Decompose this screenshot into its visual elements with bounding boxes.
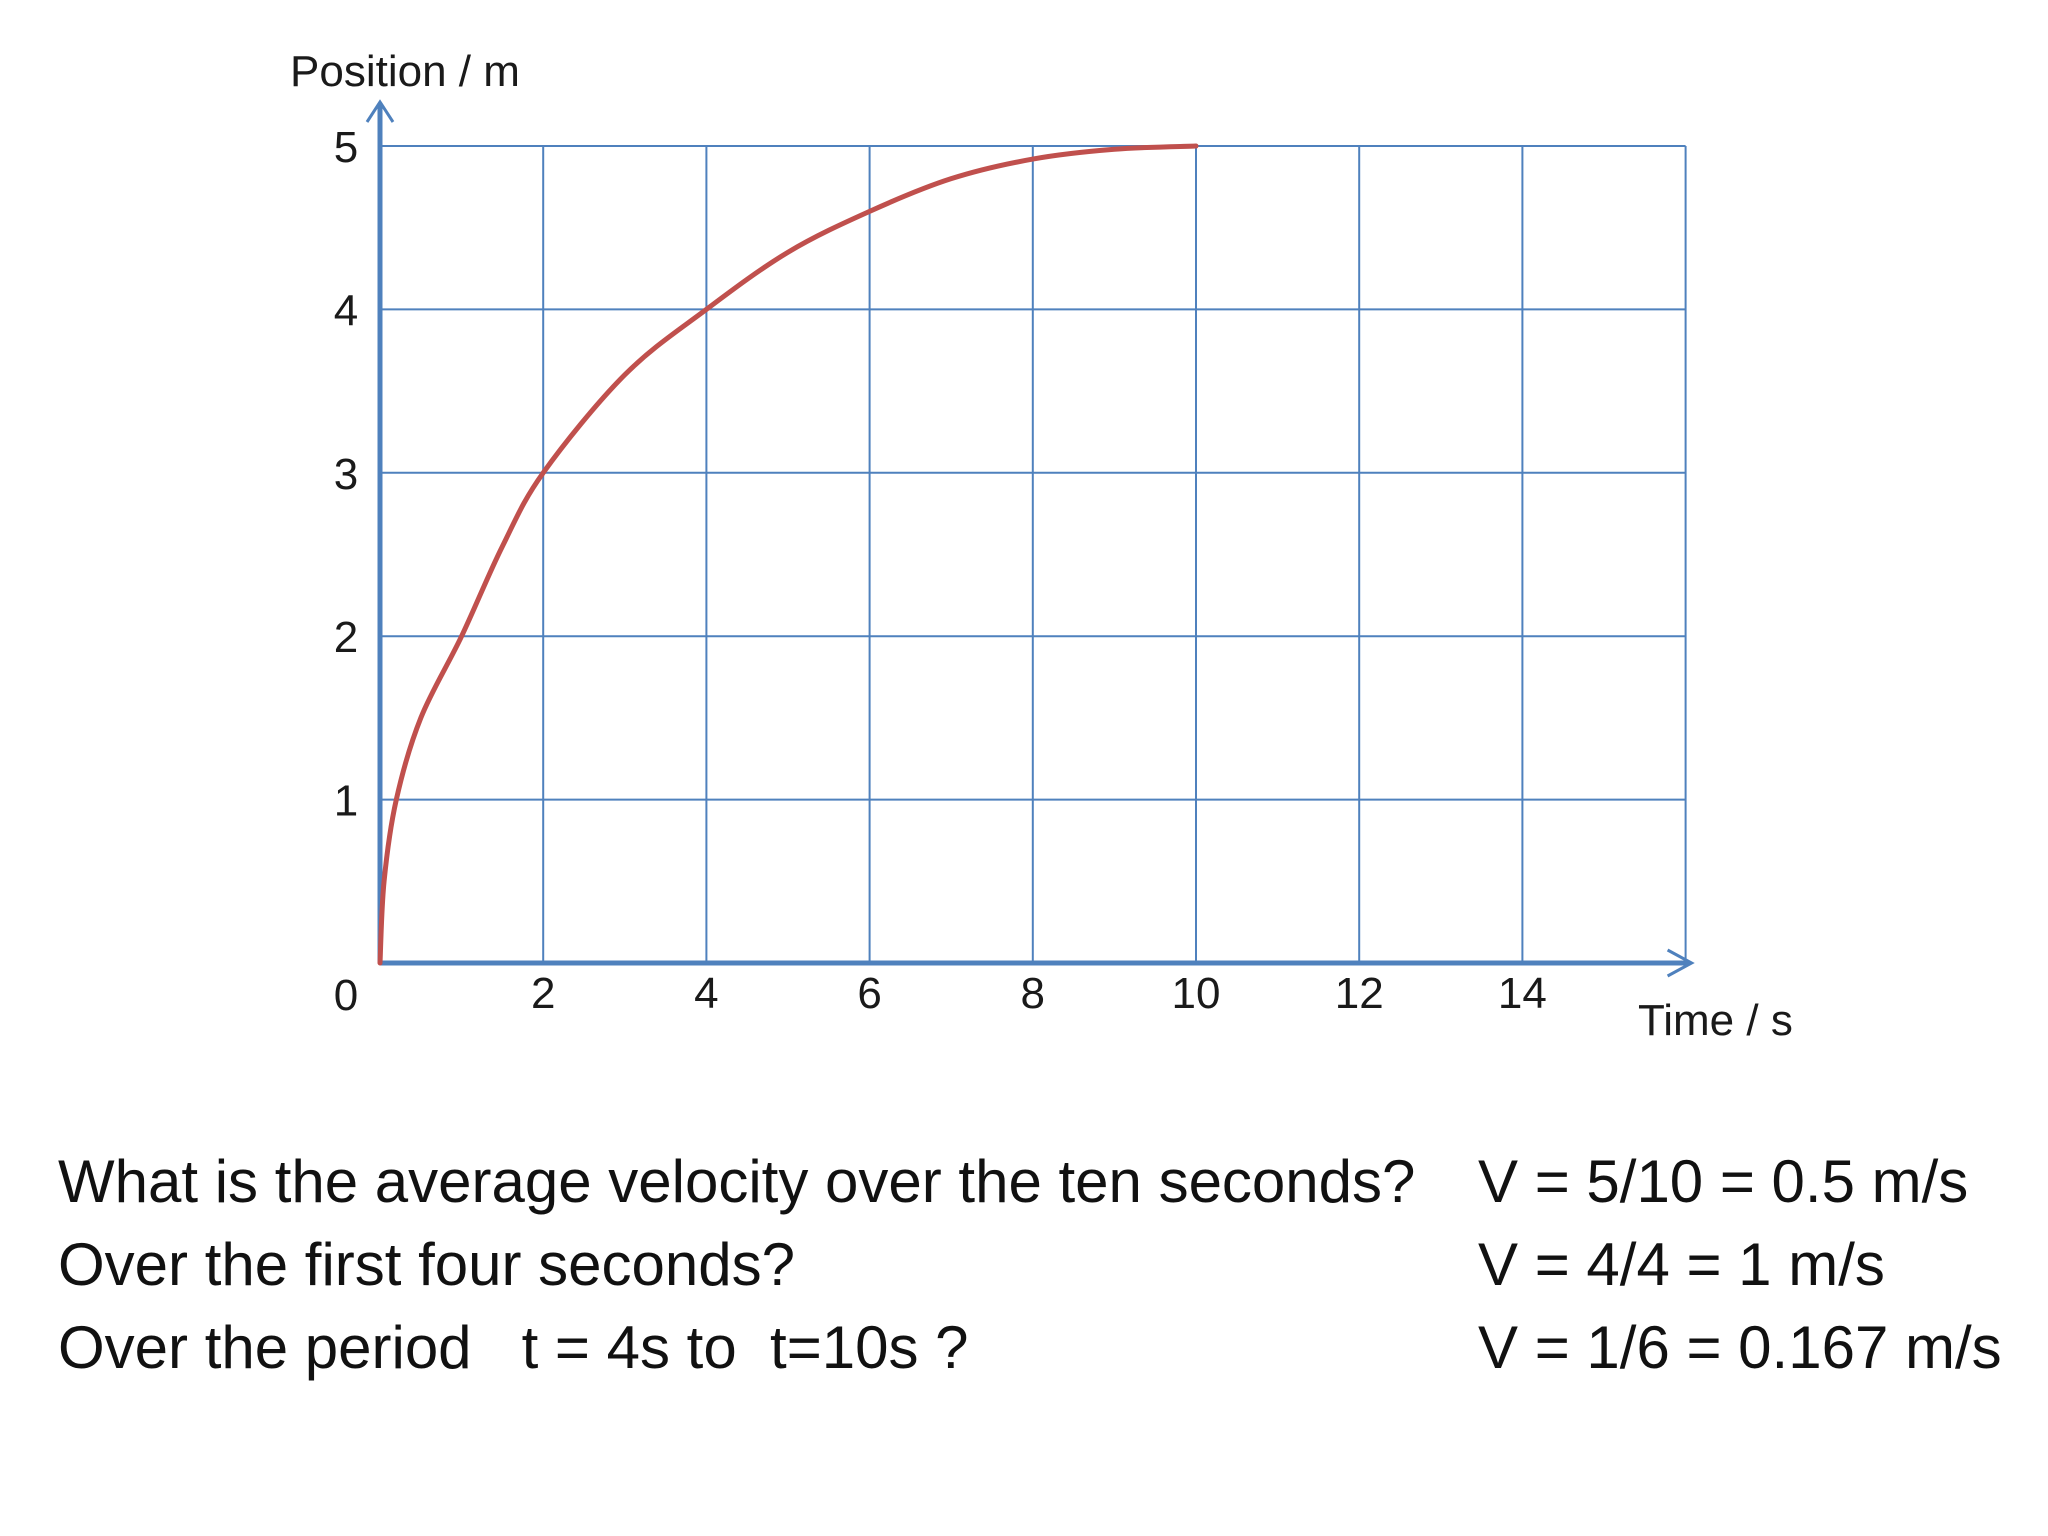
- x-tick-label: 8: [1021, 969, 1045, 1018]
- qa-row-2: Over the first four seconds? V = 4/4 = 1…: [58, 1225, 2018, 1308]
- axis-labels: Position / m Time / s: [290, 47, 1793, 1045]
- axes: [365, 99, 1695, 978]
- x-tick-label: 6: [857, 969, 881, 1018]
- question-text: Over the period t = 4s to t=10s ?: [58, 1314, 969, 1381]
- y-tick-label: 5: [334, 123, 358, 172]
- x-axis-arrowhead: [1666, 948, 1695, 978]
- question-list: What is the average velocity over the te…: [58, 1142, 2018, 1391]
- x-axis-label: Time / s: [1638, 996, 1793, 1045]
- question-text: What is the average velocity over the te…: [58, 1148, 1416, 1215]
- qa-row-3: Over the period t = 4s to t=10s ? V = 1/…: [58, 1308, 2018, 1391]
- x-tick-label: 2: [531, 969, 555, 1018]
- y-axis-arrowhead: [365, 99, 395, 123]
- y-tick-label: 3: [334, 450, 358, 499]
- y-axis-label: Position / m: [290, 47, 520, 96]
- x-tick-label: 12: [1335, 969, 1384, 1018]
- y-tick-label: 0: [334, 971, 358, 1020]
- x-tick-label: 14: [1498, 969, 1547, 1018]
- qa-row-1: What is the average velocity over the te…: [58, 1142, 2018, 1225]
- x-tick-label: 4: [694, 969, 718, 1018]
- question-text: Over the first four seconds?: [58, 1231, 795, 1298]
- answer-text: V = 4/4 = 1 m/s: [1478, 1231, 1885, 1298]
- answer-text: V = 5/10 = 0.5 m/s: [1478, 1148, 1969, 1215]
- y-tick-label: 1: [334, 777, 358, 826]
- y-tick-label: 4: [334, 286, 358, 335]
- grid-lines: [380, 145, 1687, 963]
- x-tick-label: 10: [1172, 969, 1221, 1018]
- answer-text: V = 1/6 = 0.167 m/s: [1478, 1314, 2002, 1381]
- data-series: [377, 143, 1199, 966]
- y-tick-label: 2: [334, 613, 358, 662]
- position-curve: [377, 143, 1199, 966]
